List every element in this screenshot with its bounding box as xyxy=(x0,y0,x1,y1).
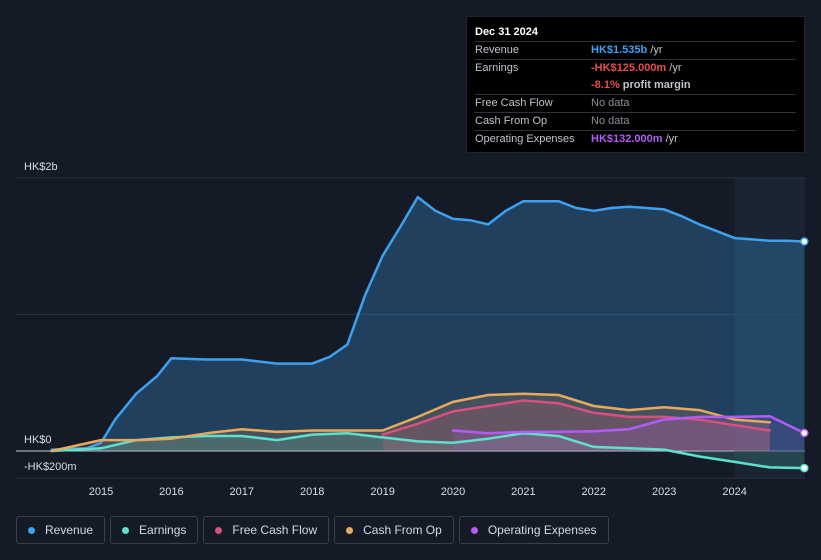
free-cash-flow-line xyxy=(381,399,772,436)
x-tick-label: 2020 xyxy=(441,486,465,498)
legend-dot-icon xyxy=(122,526,130,534)
tooltip-label xyxy=(475,77,591,94)
tooltip-row-margin: -8.1% profit margin xyxy=(475,77,796,95)
x-tick-label: 2018 xyxy=(300,486,324,498)
x-axis-ticks: 2015 2016 2017 2018 2019 2020 2021 2022 2023 2024 xyxy=(89,486,747,498)
revenue-area xyxy=(51,197,805,451)
tooltip-label: Free Cash Flow xyxy=(475,97,553,109)
tooltip-label: Operating Expenses xyxy=(475,133,575,145)
x-tick-label: 2015 xyxy=(89,486,113,498)
legend-item-revenue[interactable]: Revenue xyxy=(16,516,106,544)
legend-dot-icon xyxy=(215,526,223,534)
tooltip-date: Dec 31 2024 xyxy=(475,24,796,42)
y-axis-label-top: HK$2b xyxy=(24,161,58,173)
legend-label: Free Cash Flow xyxy=(232,523,318,537)
tooltip-earnings-value: -HK$125.000m xyxy=(591,62,667,74)
tooltip-row-revenue: Revenue HK$1.535b /yr xyxy=(475,42,796,60)
tooltip-margin-value: -8.1% xyxy=(591,79,620,91)
legend-item-free-cash-flow[interactable]: Free Cash Flow xyxy=(203,516,330,544)
x-tick-label: 2016 xyxy=(159,486,183,498)
legend-label: Operating Expenses xyxy=(487,523,597,537)
legend: Revenue Earnings Free Cash Flow Cash Fro… xyxy=(16,516,609,544)
x-tick-label: 2019 xyxy=(370,486,394,498)
earnings-area xyxy=(51,433,805,469)
operating-expenses-endpoint xyxy=(800,428,809,438)
tooltip-unit: /yr xyxy=(662,133,678,145)
revenue-line xyxy=(50,195,806,451)
series-areas xyxy=(51,197,805,469)
revenue-endpoint xyxy=(800,237,809,246)
tooltip-row-fcf: Free Cash Flow No data xyxy=(475,95,796,113)
y-axis-label-zero: HK$0 xyxy=(24,434,52,446)
operating-expenses-area xyxy=(453,416,805,451)
cash-from-op-line xyxy=(50,392,772,453)
tooltip-panel: Dec 31 2024 Revenue HK$1.535b /yr Earnin… xyxy=(466,16,805,153)
tooltip-row-opex: Operating Expenses HK$132.000m /yr xyxy=(475,131,796,148)
tooltip-unit: /yr xyxy=(647,44,663,56)
x-tick-label: 2024 xyxy=(722,486,746,498)
legend-label: Revenue xyxy=(45,523,94,537)
y-axis-label-bottom: -HK$200m xyxy=(24,461,77,473)
tooltip-revenue-value: HK$1.535b xyxy=(591,44,648,56)
legend-item-earnings[interactable]: Earnings xyxy=(110,516,199,544)
x-tick-label: 2023 xyxy=(652,486,676,498)
legend-label: Earnings xyxy=(139,523,187,537)
tooltip-label: Cash From Op xyxy=(475,115,548,127)
free-cash-flow-area xyxy=(382,400,770,451)
tooltip-opex-value: HK$132.000m xyxy=(591,133,663,145)
legend-dot-icon xyxy=(346,526,354,534)
series-lines xyxy=(50,195,806,470)
x-tick-label: 2017 xyxy=(230,486,254,498)
tooltip-label: Revenue xyxy=(475,44,520,56)
operating-expenses-line xyxy=(451,414,806,435)
legend-item-cash-from-op[interactable]: Cash From Op xyxy=(334,516,454,544)
tooltip-row-cfo: Cash From Op No data xyxy=(475,113,796,131)
tooltip-fcf-value: No data xyxy=(591,97,630,109)
x-tick-label: 2022 xyxy=(582,486,606,498)
tooltip-cfo-value: No data xyxy=(591,115,630,127)
legend-dot-icon xyxy=(28,526,35,534)
tooltip-unit: profit margin xyxy=(619,79,691,91)
grid xyxy=(16,177,805,479)
x-tick-label: 2021 xyxy=(511,486,535,498)
legend-label: Cash From Op xyxy=(363,523,442,537)
tooltip-row-earnings: Earnings -HK$125.000m /yr xyxy=(475,60,796,77)
tooltip-unit: /yr xyxy=(666,62,682,74)
legend-dot-icon xyxy=(470,526,478,534)
legend-item-operating-expenses[interactable]: Operating Expenses xyxy=(458,516,609,544)
tooltip-label: Earnings xyxy=(475,62,519,74)
earnings-endpoint xyxy=(800,463,809,473)
series-endpoints xyxy=(800,237,809,473)
